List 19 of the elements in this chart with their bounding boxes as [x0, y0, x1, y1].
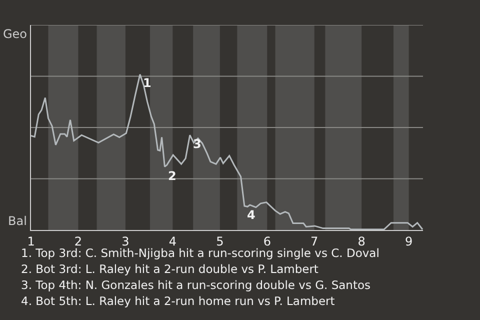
x-tick-label: 1 [27, 234, 35, 248]
x-tick-label: 4 [168, 234, 177, 248]
x-tick-label: 6 [263, 234, 271, 248]
text: 4. Bot 5th: L. Raley hit a 2-run home run vs P. Lambert [21, 294, 336, 308]
x-tick-label: 7 [310, 234, 318, 248]
annotation: 3 [193, 137, 202, 151]
annotation: 2 [168, 169, 176, 183]
x-tick-label: 3 [122, 234, 130, 248]
text: Bal [8, 214, 27, 228]
text: 1. Top 3rd: C. Smith-Njigba hit a run-scoring single vs C. Doval [21, 246, 380, 260]
text: Geo [3, 27, 28, 41]
annotation: 4 [247, 208, 256, 222]
x-tick-label: 9 [405, 234, 413, 248]
x-tick-label: 2 [74, 234, 82, 248]
text: 2. Bot 3rd: L. Raley hit a 2-run double vs P. Lambert [21, 262, 319, 276]
x-tick-label: 5 [216, 234, 224, 248]
text: 3. Top 4th: N. Gonzales hit a run-scoring double vs G. Santos [21, 278, 371, 292]
x-tick-label: 8 [358, 234, 366, 248]
annotation: 1 [143, 76, 152, 90]
